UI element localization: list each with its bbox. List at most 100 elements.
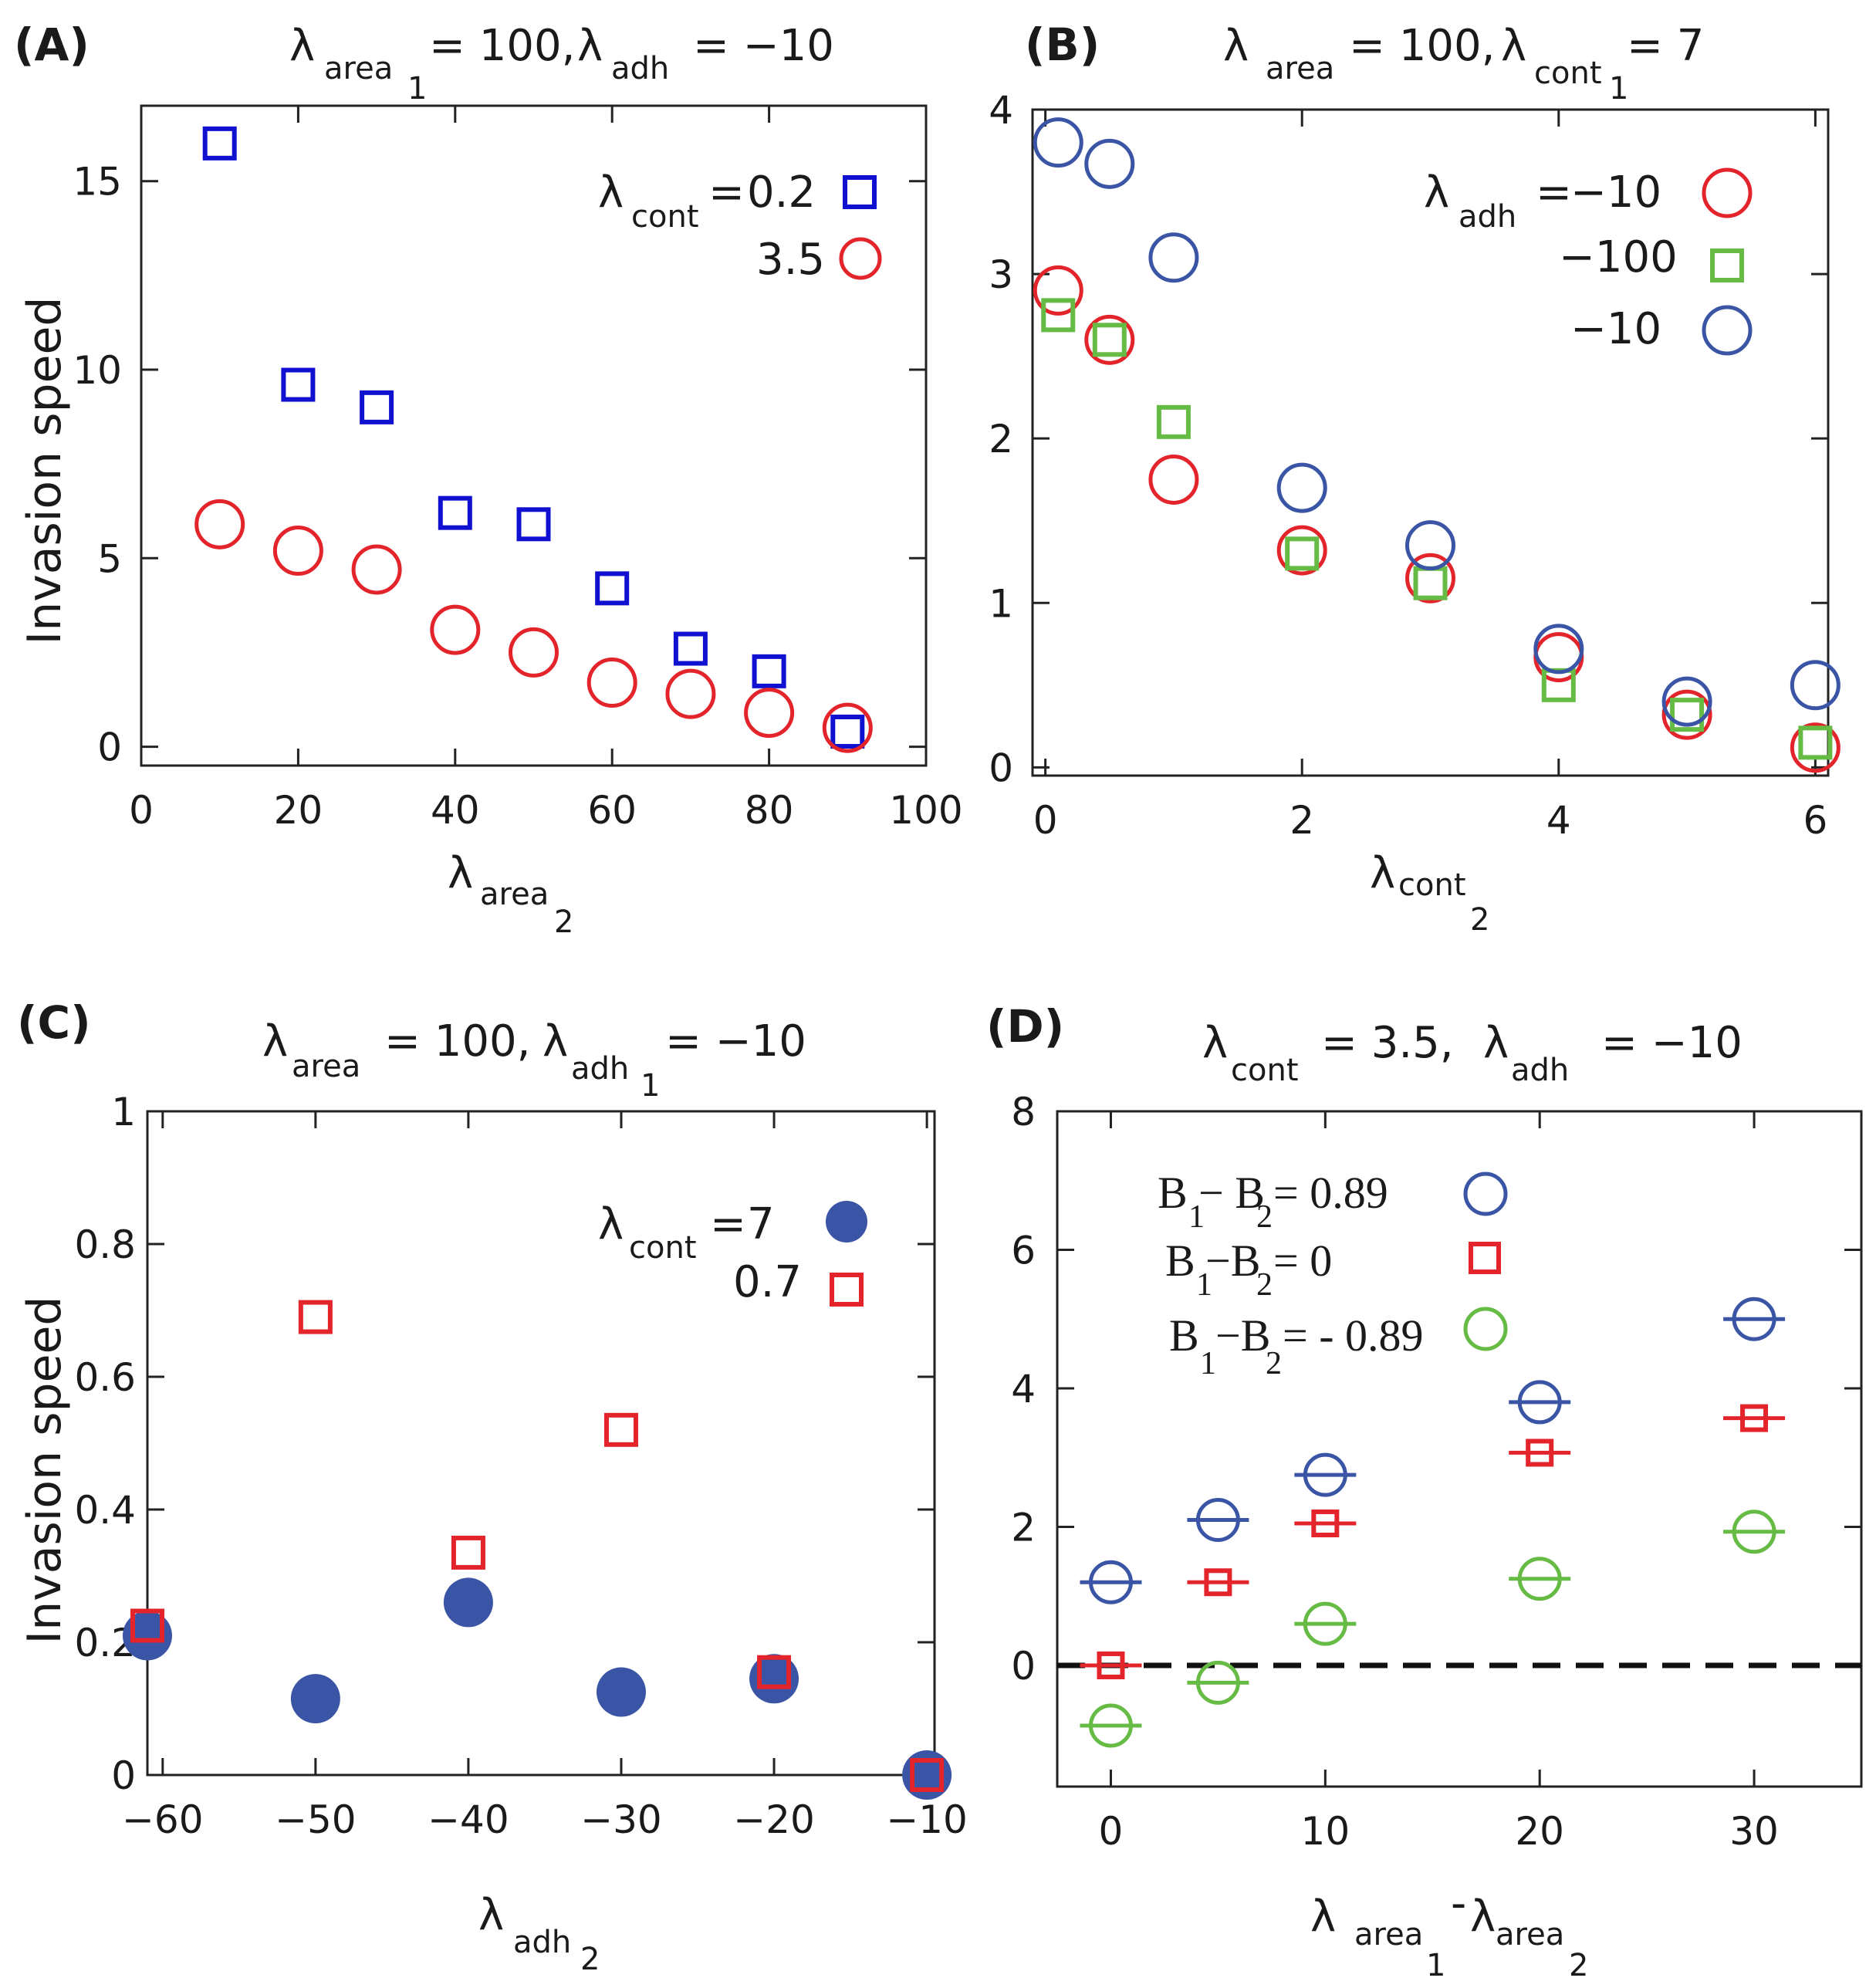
legend-marker-circle [1463, 1307, 1508, 1351]
title-lambda: λ [543, 1016, 568, 1067]
xlabel-subsub: 2 [1569, 1948, 1588, 1983]
data-point-filled-circle [123, 1611, 172, 1661]
legend-marker-square [1469, 1242, 1501, 1274]
plot-frame [140, 104, 928, 767]
panel-b: (B) λ area = 100, λ cont 1 = 7 λ cont 2 … [989, 19, 1841, 938]
panel-a-title: λ area 1 = 100, λ adh = −10 [289, 21, 834, 106]
x-tick-label: 80 [745, 788, 794, 833]
legend-eq: = [710, 1199, 746, 1249]
legend-b: B [1169, 1310, 1199, 1361]
x-tick-label: −30 [580, 1797, 662, 1842]
data-point-square [595, 571, 630, 606]
title-sub: area [292, 1049, 360, 1084]
data-point-circle [1084, 138, 1135, 189]
data-point-square [1740, 1404, 1769, 1432]
data-point-square [202, 126, 237, 161]
title-lambda: λ [577, 21, 603, 71]
data-point-square [752, 654, 786, 688]
plot-area-b: 0 2 4 6 0 1 2 3 4 [989, 88, 1841, 843]
data-point-filled-circle [902, 1750, 952, 1800]
y-tick-label: 4 [1011, 1367, 1036, 1412]
title-value: = 100, [1349, 21, 1495, 71]
xlabel-sub: adh [513, 1925, 571, 1960]
y-tick-label: 0 [1011, 1644, 1036, 1689]
data-point-square [1097, 1651, 1125, 1679]
y-tick-label: 0.4 [74, 1488, 136, 1533]
panel-d-title: λ cont = 3.5, λ adh = −10 [1202, 1018, 1742, 1088]
title-subsub: 1 [641, 1068, 660, 1104]
legend-mid: − B [1198, 1168, 1265, 1218]
data-point-filled-circle [596, 1667, 646, 1717]
x-tick-label: −20 [733, 1797, 815, 1842]
panel-d: (D) λ cont = 3.5, λ adh = −10 λ area 1 -… [986, 1000, 1863, 1983]
data-point-square [1156, 404, 1191, 439]
data-point-square [360, 390, 394, 424]
panel-a: (A) λ area 1 = 100, λ adh = −10 Invasion… [14, 19, 963, 940]
xlabel-minus: - [1451, 1878, 1466, 1929]
title-value: = 3.5, [1321, 1018, 1454, 1068]
title-sub: cont [1534, 56, 1602, 91]
panel-b-label: (B) [1025, 19, 1100, 71]
data-point-square [451, 1535, 485, 1570]
legend-entry-label: 0.2 [747, 167, 816, 218]
x-tick-label: 0 [1033, 798, 1058, 843]
data-point-square [1541, 668, 1576, 702]
y-tick-label: 8 [1011, 1090, 1036, 1134]
xlabel-lambda: λ [478, 1890, 504, 1940]
data-point-circle [351, 544, 402, 595]
legend-sub: 2 [1256, 1199, 1273, 1235]
data-point-square [1670, 698, 1705, 732]
y-tick-label: 1 [111, 1090, 136, 1134]
x-tick-label: 60 [587, 788, 637, 833]
x-tick-label: 10 [1301, 1809, 1350, 1854]
data-point-square [516, 507, 551, 542]
legend-a: λ cont = 0.2 3.5 [598, 167, 882, 285]
legend-sub: adh [1459, 199, 1516, 235]
xlabel-subsub: 2 [1470, 902, 1489, 938]
legend-value: = - 0.89 [1283, 1310, 1424, 1361]
legend-eq: = [708, 167, 745, 218]
data-point-circle [1732, 1297, 1776, 1341]
title-lambda: λ [1223, 21, 1249, 71]
legend-sub: cont [631, 199, 699, 235]
title-sub: area [1266, 51, 1334, 86]
data-point-circle [1088, 1703, 1133, 1748]
legend-marker-filled-circle [826, 1201, 867, 1242]
xlabel-lambda: λ [448, 848, 473, 898]
legend-value: = 0 [1273, 1236, 1332, 1286]
data-point-filled-circle [749, 1654, 799, 1704]
data-point-circle [1405, 520, 1455, 571]
title-subsub: 1 [407, 71, 427, 106]
y-tick-label: 3 [989, 252, 1013, 297]
y-tick-label: 0 [97, 725, 122, 770]
xlabel-sub: cont [1398, 867, 1466, 903]
plot-frame [1056, 1110, 1863, 1788]
legend-entry-label: 0.7 [733, 1257, 802, 1307]
title-sub: adh [1511, 1053, 1569, 1088]
data-point-square [1092, 323, 1127, 357]
title-value: = −10 [693, 21, 834, 71]
data-point-circle [1661, 676, 1712, 727]
data-point-circle [586, 658, 637, 708]
data-point-circle [430, 604, 481, 655]
xlabel-lambda: λ [1310, 1892, 1336, 1942]
y-tick-label: 5 [97, 536, 122, 581]
legend-b: B [1165, 1236, 1195, 1286]
y-tick-label: 0.8 [74, 1222, 136, 1267]
panel-a-label: (A) [14, 19, 90, 71]
y-tick-label: 1 [989, 581, 1013, 626]
legend-mid: −B [1205, 1236, 1260, 1286]
data-point-circle [1517, 1557, 1562, 1601]
x-tick-label: 30 [1729, 1809, 1779, 1854]
data-point-circle [1276, 462, 1327, 513]
x-tick-label: 4 [1546, 798, 1571, 843]
legend-lambda: λ [1424, 167, 1449, 218]
title-value: = −10 [665, 1016, 806, 1067]
data-point-circle [1148, 454, 1199, 505]
data-point-circle [1088, 1560, 1133, 1604]
title-value: = 100, [384, 1016, 530, 1067]
y-tick-label: 6 [1011, 1228, 1036, 1273]
title-lambda: λ [1202, 1018, 1228, 1068]
legend-c: λ cont = 7 0.7 [598, 1199, 867, 1307]
